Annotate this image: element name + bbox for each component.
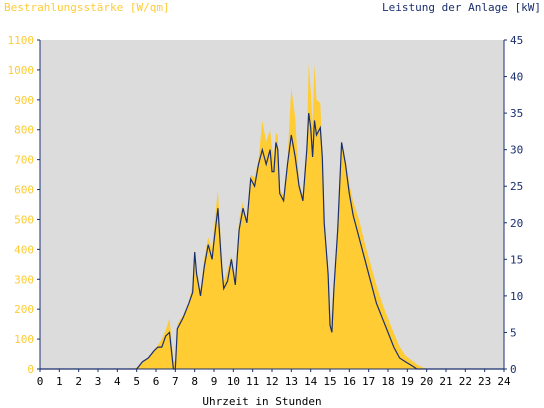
x-tick-label: 7 [172, 375, 179, 388]
left-tick-label: 800 [14, 124, 34, 137]
x-tick-label: 18 [381, 375, 394, 388]
left-tick-label: 900 [14, 94, 34, 107]
series-layer [40, 63, 504, 370]
left-tick-label: 700 [14, 154, 34, 167]
left-tick-label: 300 [14, 273, 34, 286]
x-tick-label: 23 [478, 375, 491, 388]
left-tick-label: 600 [14, 184, 34, 197]
left-tick-label: 0 [27, 363, 34, 376]
x-tick-label: 15 [323, 375, 336, 388]
right-tick-label: 40 [510, 71, 523, 84]
left-tick-label: 1000 [8, 64, 35, 77]
x-tick-label: 0 [37, 375, 44, 388]
right-tick-label: 15 [510, 253, 523, 266]
left-tick-label: 400 [14, 243, 34, 256]
right-axis-title: Leistung der Anlage [kW] [382, 1, 541, 14]
x-tick-label: 12 [265, 375, 278, 388]
x-tick-label: 16 [343, 375, 356, 388]
left-tick-label: 100 [14, 333, 34, 346]
left-tick-label: 500 [14, 213, 34, 226]
right-tick-label: 25 [510, 180, 523, 193]
power-line [40, 113, 504, 370]
left-tick-label: 1100 [8, 34, 35, 47]
x-tick-label: 19 [401, 375, 414, 388]
right-tick-label: 35 [510, 107, 523, 120]
left-axis-title: Bestrahlungsstärke [W/qm] [4, 1, 170, 14]
x-tick-label: 11 [246, 375, 259, 388]
x-tick-label: 20 [420, 375, 433, 388]
right-tick-label: 10 [510, 290, 523, 303]
x-tick-label: 10 [227, 375, 240, 388]
x-tick-label: 6 [153, 375, 160, 388]
x-axis-title: Uhrzeit in Stunden [202, 395, 321, 408]
x-tick-label: 2 [75, 375, 82, 388]
x-tick-label: 22 [459, 375, 472, 388]
left-tick-label: 200 [14, 303, 34, 316]
x-tick-label: 3 [95, 375, 102, 388]
x-tick-label: 8 [191, 375, 198, 388]
x-tick-label: 4 [114, 375, 121, 388]
x-tick-label: 13 [285, 375, 298, 388]
x-tick-label: 24 [497, 375, 511, 388]
right-tick-label: 5 [510, 326, 517, 339]
x-tick-label: 17 [362, 375, 375, 388]
x-tick-label: 14 [304, 375, 318, 388]
x-tick-label: 5 [133, 375, 140, 388]
irradiance-area [40, 63, 504, 370]
right-tick-label: 30 [510, 144, 523, 157]
right-tick-label: 20 [510, 217, 523, 230]
x-tick-label: 9 [211, 375, 218, 388]
axes-layer: 0100200300400500600700800900100011000510… [8, 34, 524, 388]
x-tick-label: 21 [439, 375, 452, 388]
right-tick-label: 45 [510, 34, 523, 47]
right-tick-label: 0 [510, 363, 517, 376]
x-tick-label: 1 [56, 375, 63, 388]
